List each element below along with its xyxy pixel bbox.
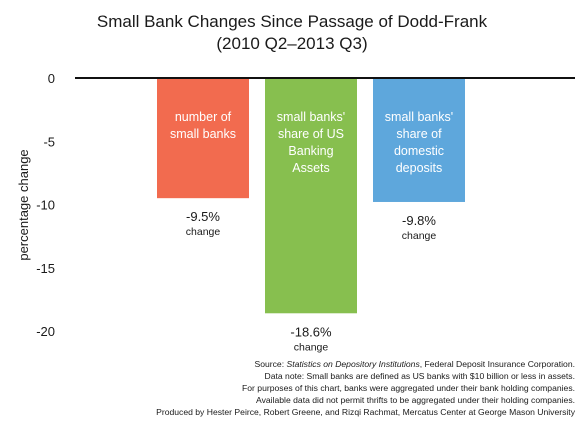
chart-notes: Source: Statistics on Depository Institu… xyxy=(156,359,576,417)
source-prefix: Source: xyxy=(254,359,286,369)
note-line: Data note: Small banks are defined as US… xyxy=(265,371,576,381)
bars: number of small banks -9.5% change small ban… xyxy=(157,78,465,353)
note-line: Available data did not permit thrifts to… xyxy=(256,395,575,405)
bar-value-label: -9.5% xyxy=(186,209,220,224)
y-tick-label: -15 xyxy=(36,261,55,276)
note-line: Produced by Hester Peirce, Robert Greene… xyxy=(156,407,576,417)
bar-category-label: number of small banks xyxy=(170,110,236,141)
y-tick-label: -10 xyxy=(36,198,55,213)
bar-value-label: -18.6% xyxy=(290,324,332,339)
bar-category-label: small banks' share of US Banking Assets xyxy=(277,110,345,175)
bar-value-sublabel: change xyxy=(186,226,221,238)
y-axis-label: percentage change xyxy=(16,149,31,260)
y-tick-label: -5 xyxy=(43,134,55,149)
bar-value-sublabel: change xyxy=(294,341,329,353)
source-title: Statistics on Depository Institutions xyxy=(286,359,420,369)
source-note: Source: Statistics on Depository Institu… xyxy=(254,359,575,369)
bar xyxy=(373,78,465,202)
note-line: For purposes of this chart, banks were a… xyxy=(242,383,575,393)
source-suffix: , Federal Deposit Insurance Corporation. xyxy=(420,359,575,369)
y-axis-ticks: 0 -5 -10 -15 -20 xyxy=(36,71,55,339)
bar xyxy=(265,78,357,314)
chart-title: Small Bank Changes Since Passage of Dodd… xyxy=(97,12,488,31)
chart-subtitle: (2010 Q2–2013 Q3) xyxy=(216,34,367,53)
y-tick-label: -20 xyxy=(36,324,55,339)
bar xyxy=(157,78,249,199)
bar-category-label: small banks' share of domestic deposits xyxy=(385,110,453,175)
bar-value-sublabel: change xyxy=(402,230,437,242)
y-tick-label: 0 xyxy=(48,71,55,86)
bar-value-label: -9.8% xyxy=(402,213,436,228)
